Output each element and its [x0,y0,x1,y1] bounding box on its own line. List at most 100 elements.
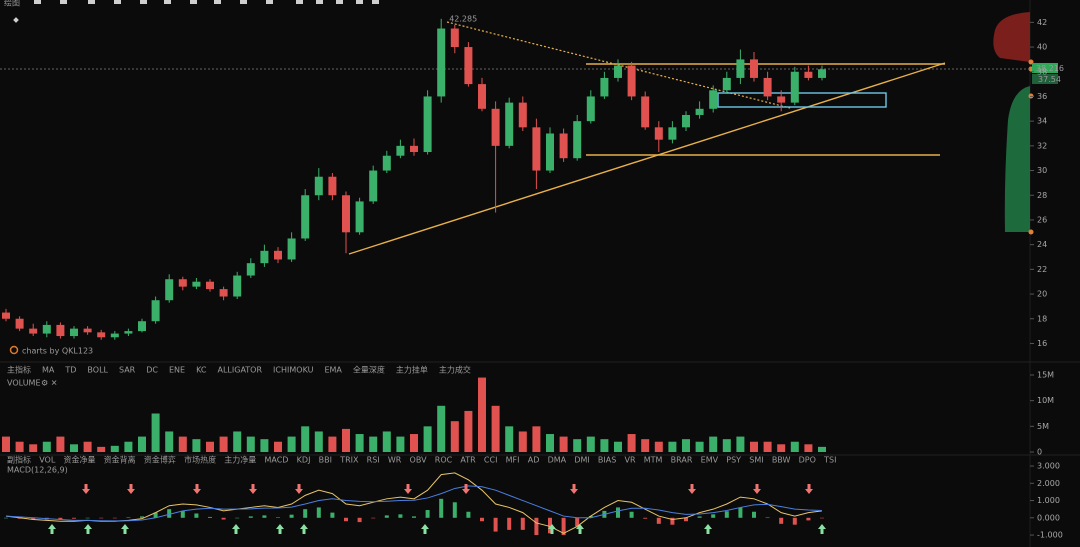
indicator-tab[interactable]: RSI [367,456,380,465]
indicator-tab[interactable]: TRIX [339,456,359,465]
y-tick-label: 26 [1037,215,1047,224]
indicator-tab[interactable]: PSY [726,456,741,465]
tool-icon[interactable] [372,0,379,4]
macd-hist [711,514,716,518]
tool-icon[interactable] [190,0,197,4]
volume-bar [750,441,758,452]
tool-icon[interactable] [336,0,343,4]
tool-icon[interactable] [140,0,147,4]
macd-hist [643,517,648,519]
indicator-tab[interactable]: BOLL [87,366,108,375]
pin-icon[interactable] [13,17,19,23]
volume-bar [2,436,10,452]
indicator-tab[interactable]: DMI [574,456,589,465]
indicator-tab[interactable]: BRAR [671,456,693,465]
tool-icon[interactable] [356,0,363,4]
indicator-tab[interactable]: ROC [435,456,453,465]
indicator-tab[interactable]: ATR [460,456,476,465]
volume-bar [287,436,296,452]
buy-arrow [421,524,429,534]
indicator-tab[interactable]: 资金净量 [63,455,95,465]
volume-bar [818,446,826,452]
candle-body [206,281,214,290]
volume-bar [546,434,554,452]
tool-icon[interactable] [266,0,273,4]
buy-arrow [704,524,712,534]
tool-icon[interactable] [240,0,247,4]
trend-line[interactable] [348,62,946,255]
indicator-tab[interactable]: 资金背离 [104,455,136,465]
sell-arrow [193,484,201,494]
tool-icon[interactable] [214,0,221,4]
indicator-tab[interactable]: VR [625,456,636,465]
indicator-tab[interactable]: WR [388,456,402,465]
indicator-tab[interactable]: ENE [169,366,185,375]
tool-icon[interactable] [114,0,121,4]
indicator-tab[interactable]: EMV [701,456,719,465]
tool-icon[interactable] [60,0,67,4]
indicator-tab[interactable]: 市场热度 [184,455,216,465]
indicator-tab[interactable]: BBI [319,456,332,465]
y-tick-label: 10M [1037,396,1054,405]
indicator-tab[interactable]: TSI [823,456,836,465]
indicator-tab[interactable]: BBW [772,456,791,465]
indicator-tab[interactable]: EMA [324,366,342,375]
macd-hist [656,517,661,524]
y-tick-label: 15M [1037,371,1054,380]
indicator-tab[interactable]: OBV [410,456,428,465]
tool-icon[interactable] [164,0,171,4]
tool-icon[interactable] [34,0,41,4]
indicator-tab[interactable]: SAR [119,366,136,375]
sell-arrow [249,484,257,494]
plot: 16 18 20 22 24 26 28 30 32 34 36 38 40 42 42.285 38.216… [2,15,1064,540]
candle-body [192,281,201,287]
indicator-tab[interactable]: KC [196,366,207,375]
tool-icon[interactable] [296,0,303,4]
volume-bar [110,445,119,452]
volume-bar [138,436,146,452]
indicator-tab[interactable]: 全量深度 [353,365,385,375]
macd-hist [235,517,240,519]
indicator-tab[interactable]: DC [146,366,158,375]
y-tick-label: 32 [1037,141,1047,150]
macd-hist [724,511,729,518]
indicator-tab[interactable]: KDJ [297,456,311,465]
indicator-tab[interactable]: DPO [799,456,816,465]
tool-icon[interactable] [88,0,95,4]
candle-body [750,59,758,78]
volume-bar [83,441,92,452]
indicator-tab[interactable]: 主力成交 [439,365,471,375]
tool-icon[interactable] [316,0,323,4]
indicator-tab[interactable]: 主指标 [7,365,31,375]
candle-body [818,69,826,78]
indicator-tab[interactable]: MA [42,366,55,375]
indicator-tab[interactable]: MTM [644,456,663,465]
indicator-tab[interactable]: AD [528,456,540,465]
indicator-tab[interactable]: CCI [484,456,498,465]
indicator-tab[interactable]: 副指标 [7,455,31,465]
indicator-tab[interactable]: ALLIGATOR [218,366,263,375]
indicator-tab[interactable]: 主力净量 [224,455,256,465]
dif-line [5,472,823,534]
y-tick-label: 2.000 [1037,479,1060,488]
macd-hist [439,498,444,518]
indicator-tab[interactable]: SMI [749,456,763,465]
indicator-tab[interactable]: TD [64,366,76,375]
indicator-tab[interactable]: 主力挂单 [396,365,428,375]
volume-bar [804,444,813,452]
volume-bar [505,426,514,452]
volume-bar [790,441,799,452]
indicator-tab[interactable]: BIAS [598,456,616,465]
indicator-tab[interactable]: ICHIMOKU [273,366,314,375]
toolbar-label[interactable]: 绘图 [4,0,20,8]
indicator-tab[interactable]: VOL [39,456,56,465]
indicator-tab[interactable]: DMA [548,456,567,465]
indicator-tab[interactable]: MFI [506,456,520,465]
indicator-tab[interactable]: MACD [264,456,288,465]
indicator-tab[interactable]: 资金博弈 [144,455,176,465]
candle-body [260,250,269,264]
macd-hist [167,509,172,518]
candle-body [70,328,78,337]
range-box[interactable] [717,92,887,108]
candle-body [450,28,459,48]
